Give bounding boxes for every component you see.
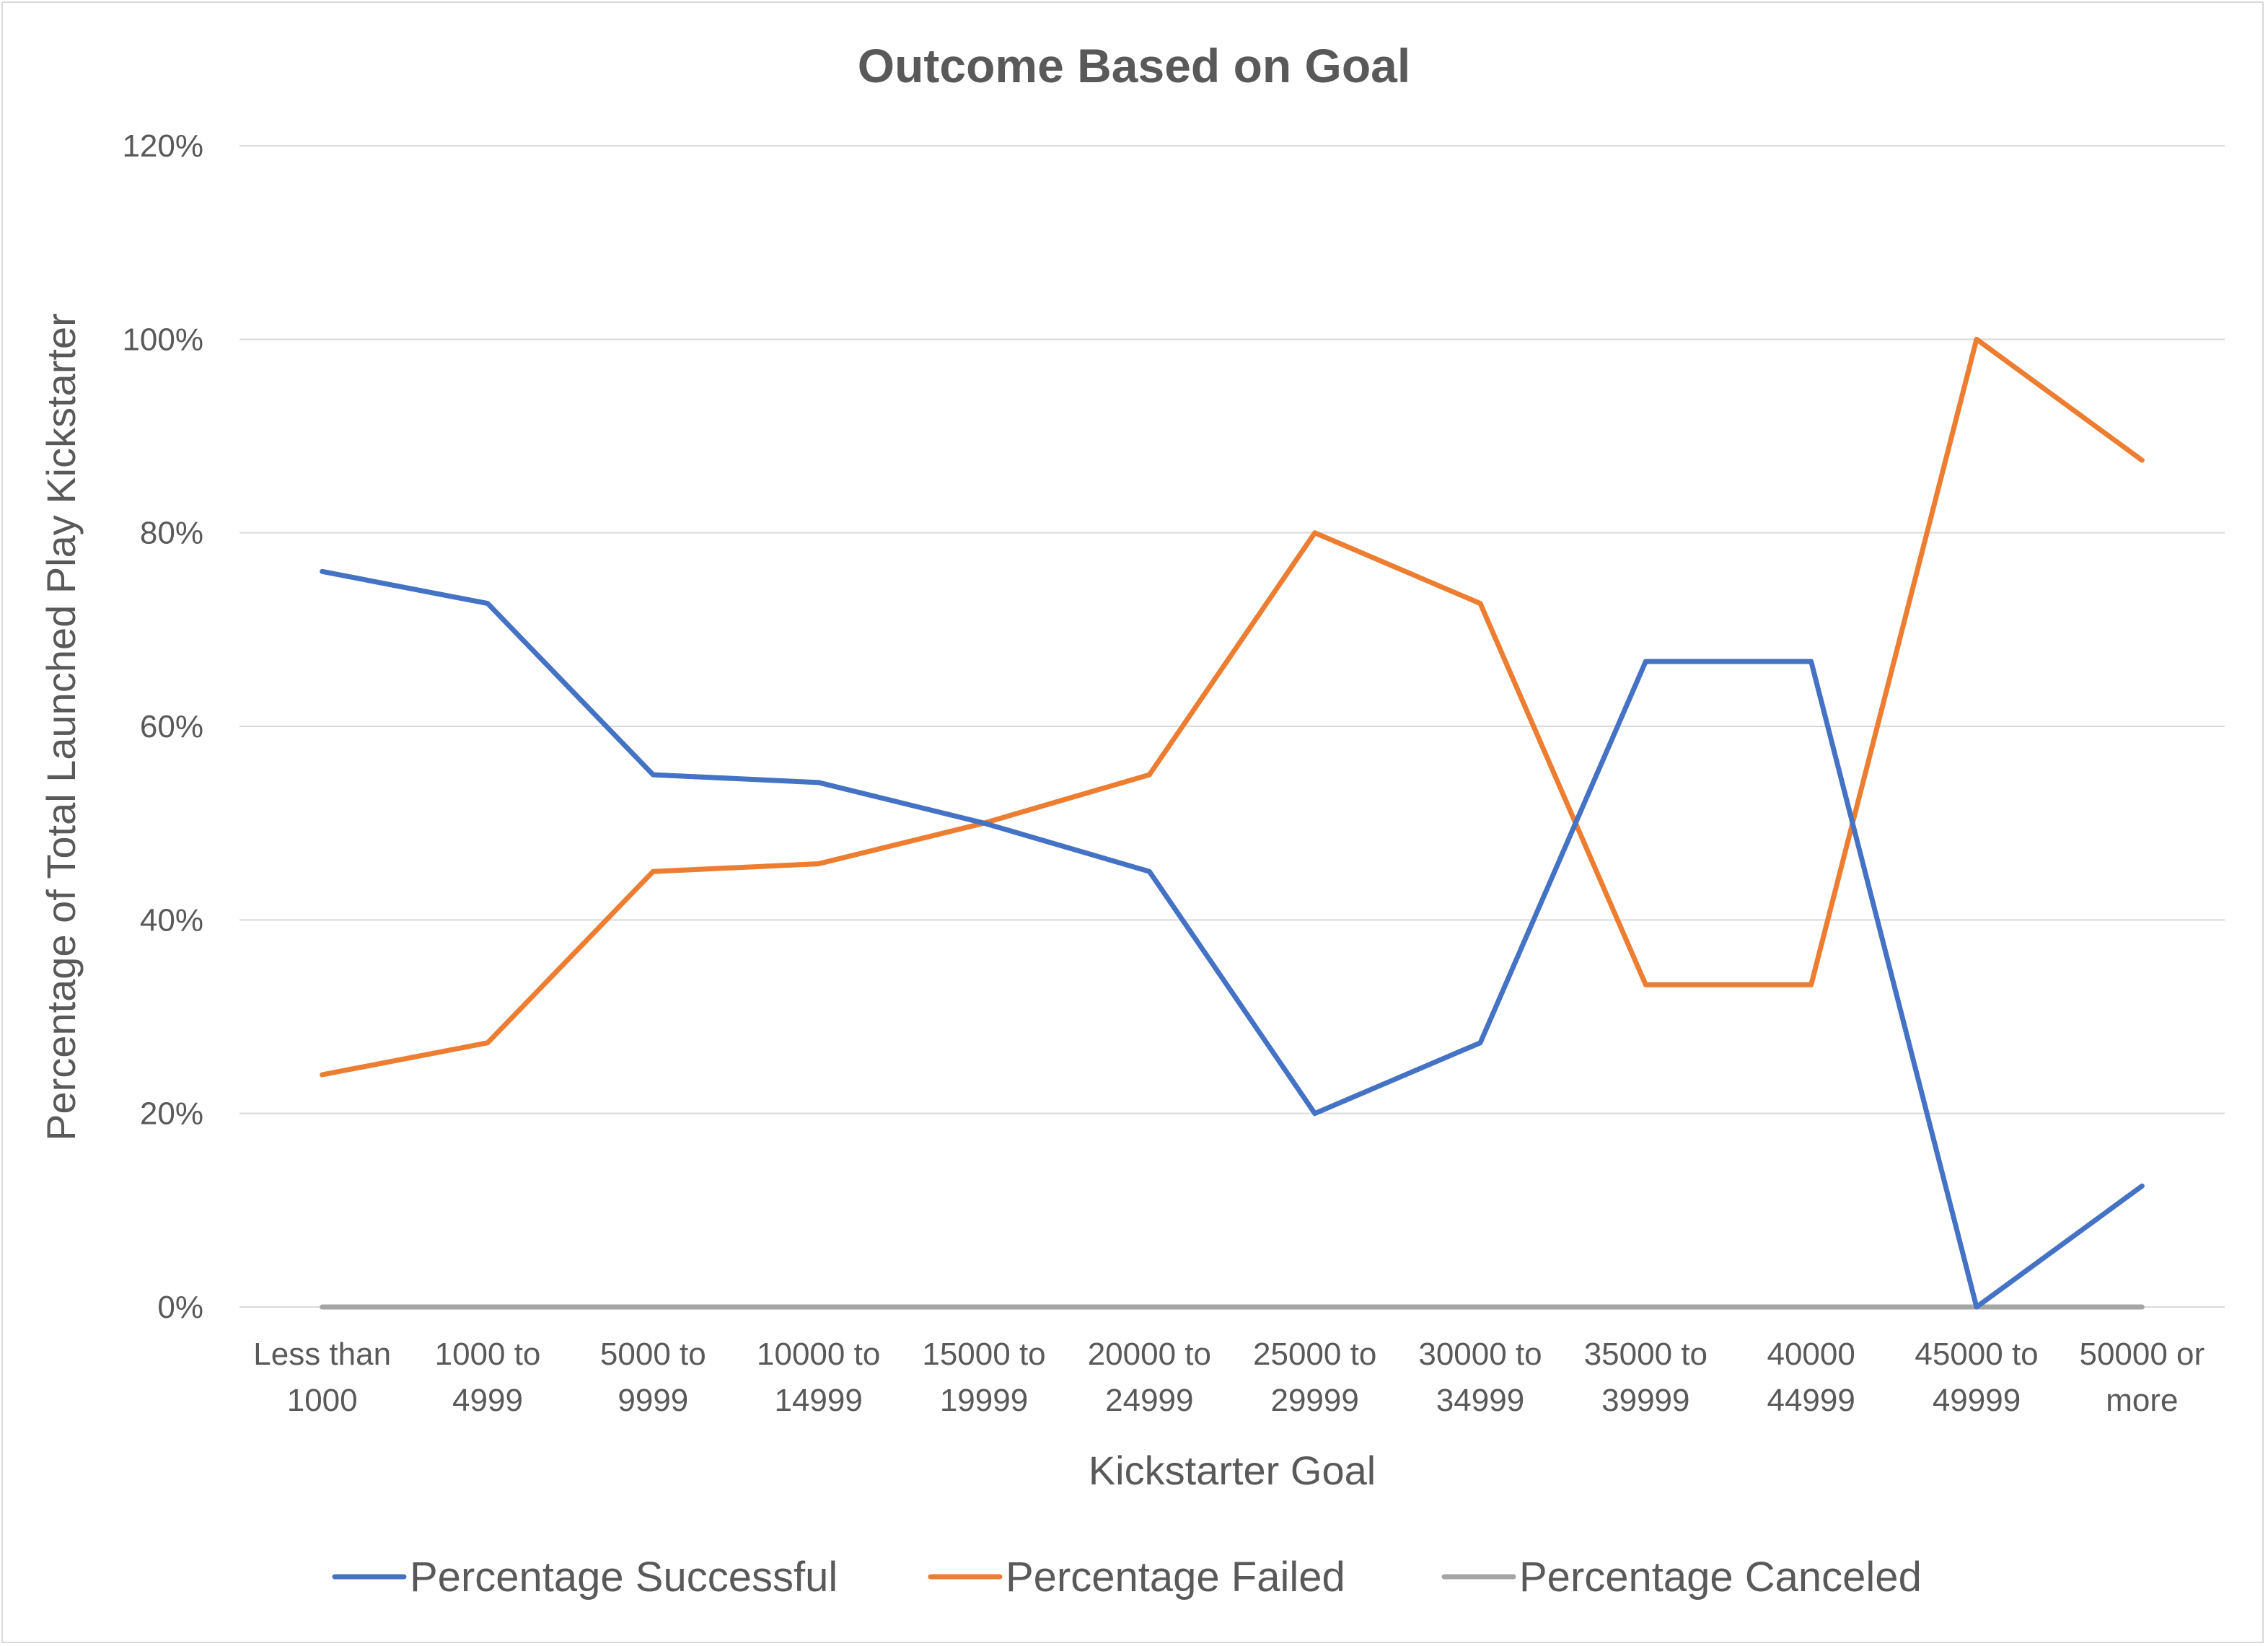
x-axis-title: Kickstarter Goal <box>1089 1448 1376 1493</box>
x-tick-label: 30000 to 34999 <box>1418 1337 1542 1418</box>
y-tick-label: 60% <box>140 709 203 744</box>
x-tick-label: 20000 to 24999 <box>1088 1337 1211 1418</box>
x-tick-label: 1000 to 4999 <box>435 1337 541 1418</box>
legend: Percentage Successful Percentage Failed Pe… <box>332 1554 1922 1601</box>
gridlines <box>239 145 2225 1308</box>
chart-title: Outcome Based on Goal <box>858 39 1410 92</box>
x-tick-label: 40000 44999 <box>1767 1337 1855 1418</box>
x-tick-label: Less than 1000 <box>253 1337 391 1418</box>
x-axis-tick-labels: Less than 1000 1000 to 4999 5000 to 9999 10000… <box>253 1337 2205 1418</box>
y-axis-title: Percentage of Total Launched Play Kickst… <box>38 313 84 1141</box>
y-tick-label: 40% <box>140 902 203 938</box>
series-line-percentage-failed <box>320 336 2145 1078</box>
y-tick-label: 20% <box>140 1096 203 1132</box>
legend-label: Percentage Canceled <box>1519 1554 1922 1601</box>
y-axis-tick-labels: 0% 20% 40% 60% 80% 100% 120% <box>122 128 203 1325</box>
x-tick-label: 35000 to 39999 <box>1584 1337 1707 1418</box>
x-tick-label: 5000 to 9999 <box>600 1337 706 1418</box>
x-tick-label: 50000 or more <box>2079 1337 2205 1418</box>
y-tick-label: 120% <box>122 128 203 164</box>
legend-label: Percentage Failed <box>1006 1554 1345 1601</box>
x-tick-label: 45000 to 49999 <box>1915 1337 2038 1418</box>
x-tick-label: 25000 to 29999 <box>1253 1337 1376 1418</box>
y-tick-label: 80% <box>140 516 203 551</box>
y-tick-label: 0% <box>157 1290 203 1325</box>
x-tick-label: 10000 to 14999 <box>757 1337 880 1418</box>
series-line-percentage-successful <box>320 568 2145 1310</box>
x-tick-label: 15000 to 19999 <box>922 1337 1045 1418</box>
series-lines <box>320 336 2145 1310</box>
legend-label: Percentage Successful <box>410 1554 838 1601</box>
y-tick-label: 100% <box>122 322 203 357</box>
